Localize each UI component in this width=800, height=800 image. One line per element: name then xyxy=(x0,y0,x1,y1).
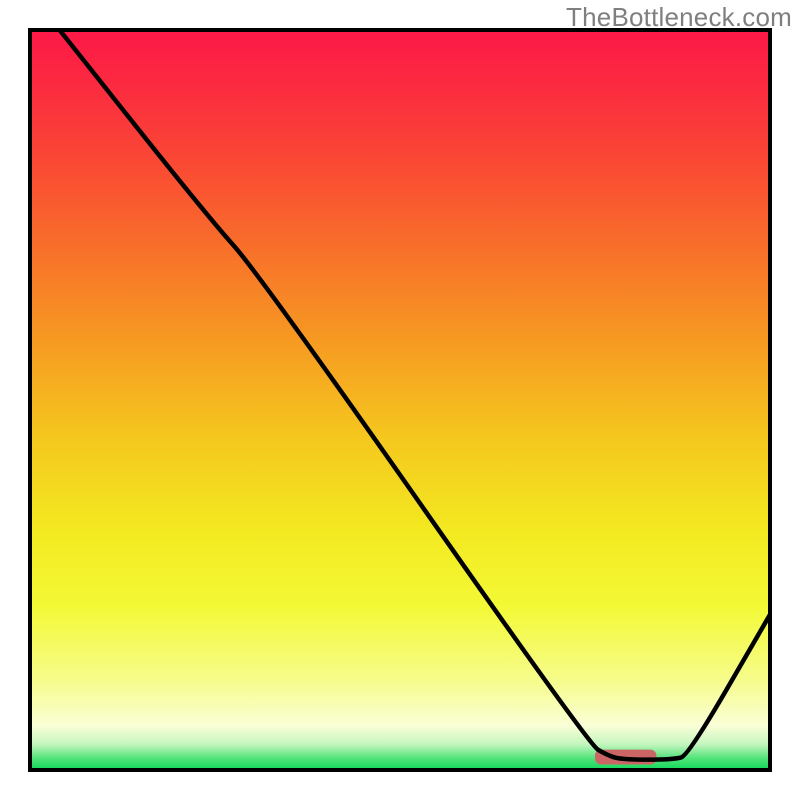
gradient-background xyxy=(30,30,770,770)
bottleneck-chart xyxy=(0,0,800,800)
chart-container: TheBottleneck.com xyxy=(0,0,800,800)
watermark-text: TheBottleneck.com xyxy=(566,2,792,33)
